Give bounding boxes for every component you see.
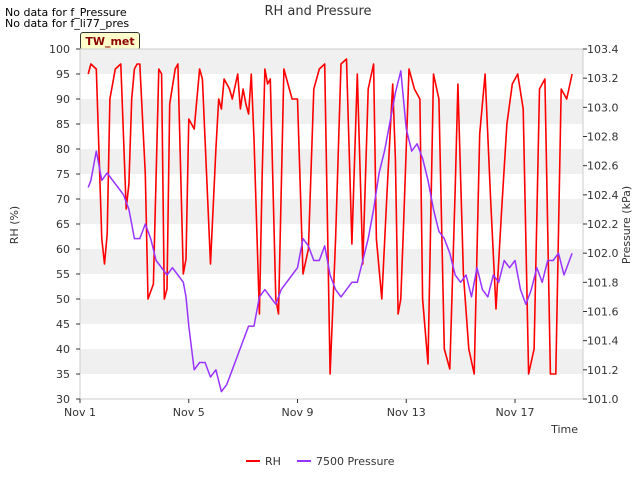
grid-band xyxy=(80,299,583,324)
legend-label-pressure: 7500 Pressure xyxy=(316,455,395,468)
grid-band xyxy=(80,249,583,274)
pressure-series-line xyxy=(87,70,573,393)
y-tick-label-right: 101.8 xyxy=(587,276,619,289)
grid-band xyxy=(80,149,583,174)
legend-label-rh: RH xyxy=(265,455,281,468)
y-tick-label-right: 101.2 xyxy=(587,364,619,377)
x-tick-label: Nov 13 xyxy=(387,406,426,419)
y-tick-label-left: 90 xyxy=(56,93,70,106)
grid-band xyxy=(80,99,583,124)
y-tick-label-right: 102.2 xyxy=(587,218,619,231)
y-tick-label-left: 95 xyxy=(56,68,70,81)
y-tick-label-left: 40 xyxy=(56,343,70,356)
y-axis-label-right: Pressure (kPa) xyxy=(620,186,633,264)
y-tick-label-right: 101.0 xyxy=(587,393,619,406)
y-tick-label-right: 103.4 xyxy=(587,43,619,56)
grid-band xyxy=(80,49,583,74)
legend: RH 7500 Pressure xyxy=(246,455,395,468)
y-tick-label-right: 102.8 xyxy=(587,131,619,144)
y-tick-label-left: 45 xyxy=(56,318,70,331)
x-tick-label: Nov 17 xyxy=(496,406,535,419)
y-tick-label-left: 100 xyxy=(49,43,70,56)
y-tick-label-left: 75 xyxy=(56,168,70,181)
y-tick-label-left: 30 xyxy=(56,393,70,406)
y-tick-label-left: 55 xyxy=(56,268,70,281)
y-tick-label-left: 70 xyxy=(56,193,70,206)
y-tick-label-right: 101.4 xyxy=(587,335,619,348)
y-tick-label-right: 102.6 xyxy=(587,160,619,173)
y-tick-label-right: 102.0 xyxy=(587,247,619,260)
tw-met-badge: TW_met xyxy=(80,32,140,50)
y-tick-label-left: 65 xyxy=(56,218,70,231)
x-tick-label: Nov 9 xyxy=(282,406,314,419)
y-tick-label-right: 103.0 xyxy=(587,101,619,114)
no-data-note-2: No data for f_li77_pres xyxy=(5,17,130,30)
y-tick-label-left: 80 xyxy=(56,143,70,156)
no-data-note-1: No data for f_Pressure xyxy=(5,6,127,19)
x-axis-label: Time xyxy=(550,423,578,436)
y-tick-label-right: 103.2 xyxy=(587,72,619,85)
y-tick-label-left: 35 xyxy=(56,368,70,381)
y-axis-label-left: RH (%) xyxy=(8,206,21,244)
y-tick-label-left: 85 xyxy=(56,118,70,131)
x-tick-label: Nov 1 xyxy=(64,406,96,419)
x-tick-label: Nov 5 xyxy=(173,406,205,419)
y-tick-label-left: 50 xyxy=(56,293,70,306)
y-tick-label-left: 60 xyxy=(56,243,70,256)
y-tick-label-right: 102.4 xyxy=(587,189,619,202)
chart-title: RH and Pressure xyxy=(264,4,371,19)
y-tick-label-right: 101.6 xyxy=(587,306,619,319)
rh-series-line xyxy=(87,58,573,375)
